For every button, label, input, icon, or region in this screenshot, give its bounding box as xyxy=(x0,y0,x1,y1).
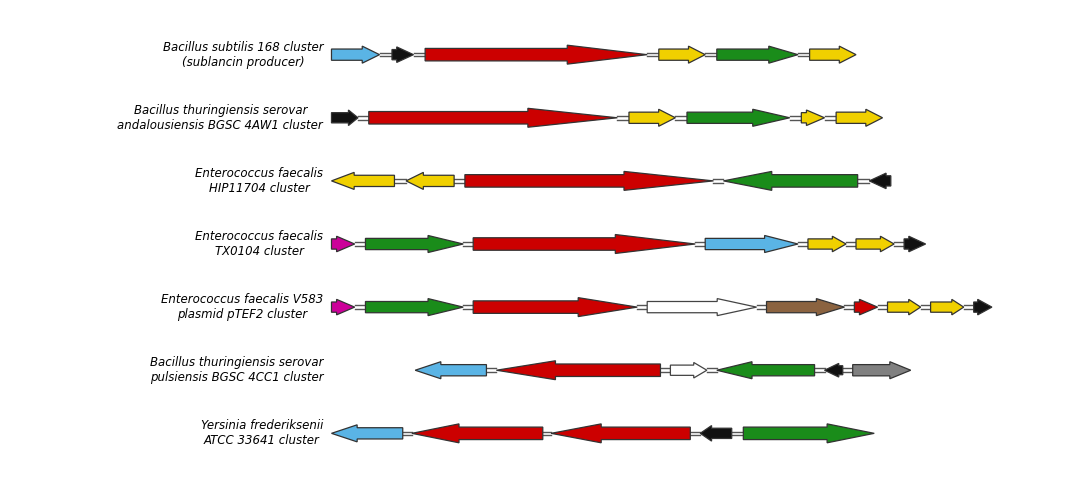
FancyArrow shape xyxy=(629,109,676,126)
FancyArrow shape xyxy=(766,299,845,316)
FancyArrow shape xyxy=(808,236,846,252)
FancyArrow shape xyxy=(369,108,618,127)
FancyArrow shape xyxy=(659,46,706,63)
FancyArrow shape xyxy=(856,236,894,252)
FancyArrow shape xyxy=(474,235,695,253)
FancyArrow shape xyxy=(366,299,463,316)
FancyArrow shape xyxy=(854,299,878,315)
FancyArrow shape xyxy=(331,172,394,189)
FancyArrow shape xyxy=(406,172,454,189)
FancyArrow shape xyxy=(670,363,707,378)
FancyArrow shape xyxy=(931,299,964,315)
FancyArrow shape xyxy=(724,171,857,190)
FancyArrow shape xyxy=(706,236,799,252)
Text: Enterococcus faecalis V583
plasmid pTEF2 cluster: Enterococcus faecalis V583 plasmid pTEF2… xyxy=(161,293,323,321)
FancyArrow shape xyxy=(869,173,890,189)
FancyArrow shape xyxy=(366,236,463,252)
FancyArrow shape xyxy=(331,299,355,315)
FancyArrow shape xyxy=(809,46,856,63)
FancyArrow shape xyxy=(474,298,637,317)
FancyArrow shape xyxy=(974,299,992,315)
FancyArrow shape xyxy=(717,362,815,379)
FancyArrow shape xyxy=(836,109,883,126)
FancyArrow shape xyxy=(331,110,358,125)
FancyArrow shape xyxy=(392,47,414,62)
Text: Yersinia frederiksenii
ATCC 33641 cluster: Yersinia frederiksenii ATCC 33641 cluste… xyxy=(201,419,323,447)
Text: Bacillus thuringiensis serovar
pulsiensis BGSC 4CC1 cluster: Bacillus thuringiensis serovar pulsiensi… xyxy=(150,356,323,384)
FancyArrow shape xyxy=(496,361,661,380)
FancyArrow shape xyxy=(465,171,713,190)
FancyArrow shape xyxy=(717,46,799,63)
FancyArrow shape xyxy=(415,362,486,379)
FancyArrow shape xyxy=(412,424,543,443)
Text: Bacillus subtilis 168 cluster
(sublancin producer): Bacillus subtilis 168 cluster (sublancin… xyxy=(162,41,323,69)
FancyArrow shape xyxy=(700,426,731,441)
FancyArrow shape xyxy=(904,236,926,252)
FancyArrow shape xyxy=(331,46,379,63)
FancyArrow shape xyxy=(853,362,911,379)
FancyArrow shape xyxy=(331,236,355,252)
FancyArrow shape xyxy=(425,45,647,64)
FancyArrow shape xyxy=(331,425,403,442)
Text: Bacillus thuringiensis serovar
andalousiensis BGSC 4AW1 cluster: Bacillus thuringiensis serovar andalousi… xyxy=(118,104,323,132)
FancyArrow shape xyxy=(824,364,842,377)
FancyArrow shape xyxy=(802,110,824,125)
FancyArrow shape xyxy=(743,424,874,443)
Text: Enterococcus faecalis
TX0104 cluster: Enterococcus faecalis TX0104 cluster xyxy=(196,230,323,258)
FancyArrow shape xyxy=(887,299,920,315)
FancyArrow shape xyxy=(687,109,790,126)
FancyArrow shape xyxy=(647,299,757,316)
Text: Enterococcus faecalis
HIP11704 cluster: Enterococcus faecalis HIP11704 cluster xyxy=(196,167,323,195)
FancyArrow shape xyxy=(552,424,691,443)
